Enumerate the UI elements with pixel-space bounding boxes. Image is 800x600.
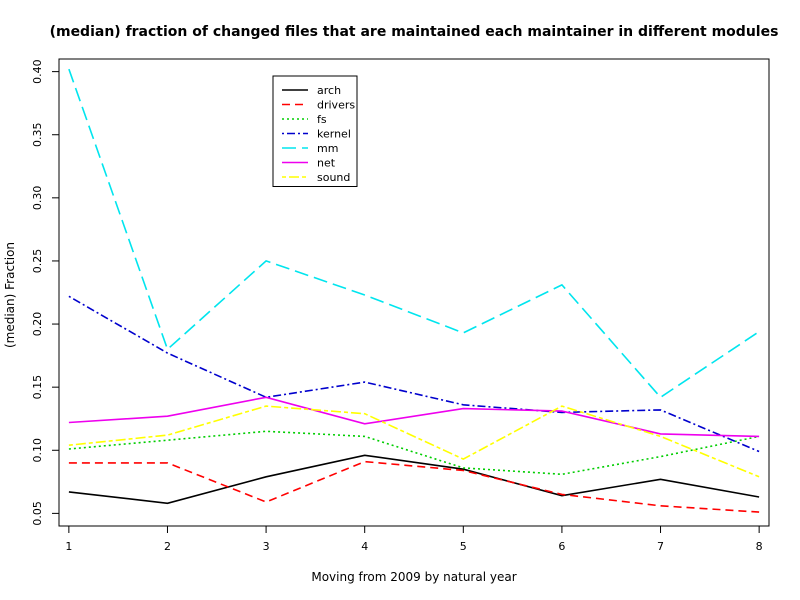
legend-label: mm	[317, 142, 338, 155]
x-tick-label: 5	[460, 540, 467, 553]
x-tick-label: 3	[263, 540, 270, 553]
series-line-arch	[68, 454, 760, 505]
x-tick-label: 6	[558, 540, 565, 553]
y-tick-label: 0.10	[31, 438, 44, 463]
legend-label: fs	[317, 113, 327, 126]
y-tick-label: 0.25	[31, 249, 44, 274]
y-tick-label: 0.40	[31, 59, 44, 84]
x-tick-label: 4	[361, 540, 368, 553]
series-layer	[68, 68, 760, 513]
legend-box	[272, 75, 358, 187]
x-axis-label: Moving from 2009 by natural year	[311, 570, 516, 584]
x-tick-label: 7	[657, 540, 664, 553]
series-line-fs	[68, 430, 760, 476]
series-line-kernel	[68, 295, 760, 453]
x-tick-label: 8	[756, 540, 763, 553]
y-tick-label: 0.15	[31, 375, 44, 400]
legend-label: drivers	[317, 99, 355, 112]
x-tick-label: 1	[65, 540, 72, 553]
chart-title: (median) fraction of changed files that …	[50, 24, 779, 40]
x-tick-label: 2	[164, 540, 171, 553]
series-line-net	[68, 396, 760, 438]
series-line-sound	[68, 405, 760, 478]
y-tick-label: 0.20	[31, 312, 44, 337]
legend-label: sound	[317, 171, 350, 184]
series-line-mm	[68, 68, 760, 399]
y-axis-label: (median) Fraction	[3, 242, 17, 348]
legend-label: arch	[317, 84, 341, 97]
y-tick-label: 0.05	[31, 501, 44, 526]
y-axis: 0.05 0.10 0.15 0.20 0.25 0.30 0.35 0.40	[31, 59, 60, 526]
y-tick-label: 0.35	[31, 122, 44, 147]
legend-label: net	[317, 157, 336, 170]
y-tick-label: 0.30	[31, 186, 44, 211]
legend-label: kernel	[317, 128, 351, 141]
series-line-drivers	[68, 460, 760, 513]
x-axis: 1 2 3 4 5 6 7 8	[65, 525, 763, 553]
